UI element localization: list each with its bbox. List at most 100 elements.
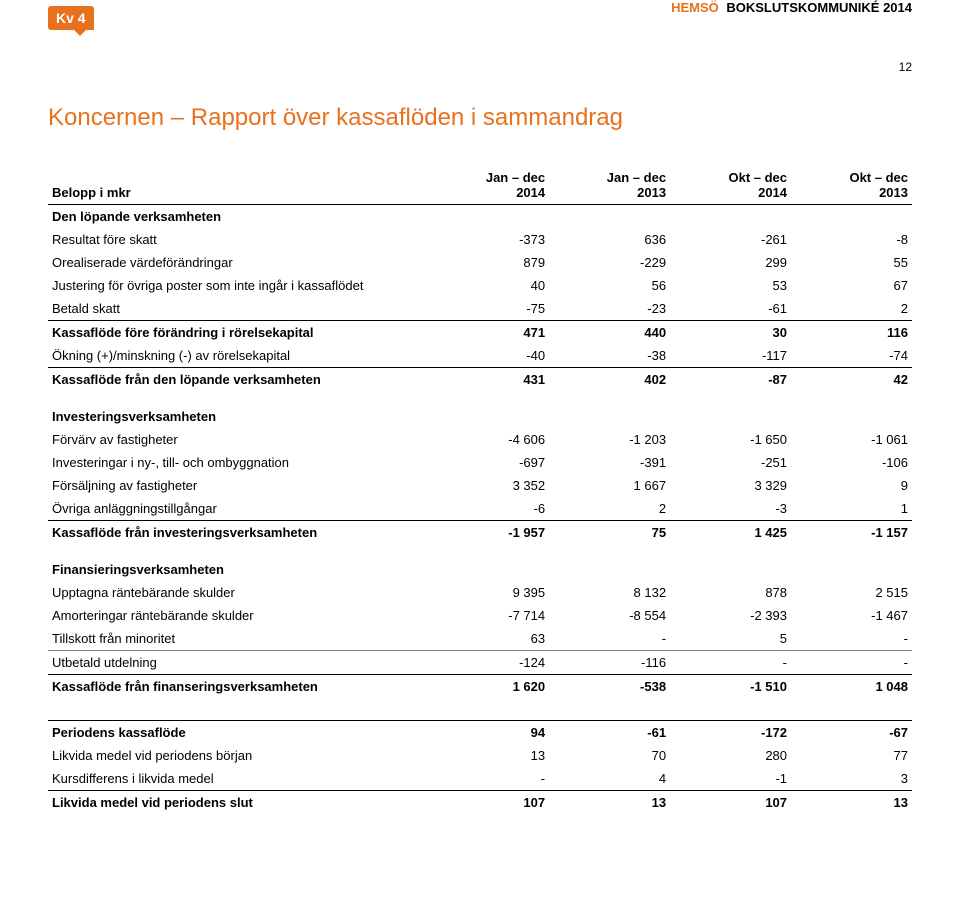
row-label: Förvärv av fastigheter	[48, 428, 428, 451]
cashflow-table: Belopp i mkr Jan – dec2014 Jan – dec2013…	[48, 166, 912, 814]
table-row: Amorteringar räntebärande skulder-7 714 -…	[48, 604, 912, 627]
cell-value: 878	[670, 581, 791, 604]
col-2: Jan – dec2013	[549, 166, 670, 205]
cell-value: -697	[428, 451, 549, 474]
row-label: Kassaflöde från den löpande verksamheten	[48, 368, 428, 392]
row-label: Betald skatt	[48, 297, 428, 321]
table-row: Likvida medel vid periodens slut10713107…	[48, 791, 912, 815]
page-number: 12	[48, 60, 912, 74]
table-row: Likvida medel vid periodens början137028…	[48, 744, 912, 767]
cell-value: -3	[670, 497, 791, 521]
cell-value: 2	[791, 297, 912, 321]
row-label: Amorteringar räntebärande skulder	[48, 604, 428, 627]
row-label: Justering för övriga poster som inte ing…	[48, 274, 428, 297]
cell-value: 5	[670, 627, 791, 651]
cell-value: 1 048	[791, 675, 912, 699]
cell-value: 2 515	[791, 581, 912, 604]
cell-value: 440	[549, 321, 670, 345]
cell-value: -116	[549, 651, 670, 675]
cell-value: -67	[791, 721, 912, 745]
row-label: Kassaflöde från investeringsverksamheten	[48, 521, 428, 545]
cell-value: -373	[428, 228, 549, 251]
cell-value: 299	[670, 251, 791, 274]
cell-value: 67	[791, 274, 912, 297]
cell-value: -7 714	[428, 604, 549, 627]
cell-value: -538	[549, 675, 670, 699]
cell-value: 9	[791, 474, 912, 497]
cell-value: 53	[670, 274, 791, 297]
col-3: Okt – dec2014	[670, 166, 791, 205]
cell-value: 56	[549, 274, 670, 297]
cell-value: -1 957	[428, 521, 549, 545]
cell-value: -40	[428, 344, 549, 368]
cell-value: -75	[428, 297, 549, 321]
table-row: Resultat före skatt-373636-261-8	[48, 228, 912, 251]
page-title: Koncernen – Rapport över kassaflöden i s…	[48, 104, 912, 132]
cell-value: -1 467	[791, 604, 912, 627]
cell-value: -1 510	[670, 675, 791, 699]
cell-value: 1	[791, 497, 912, 521]
cell-value: 1 620	[428, 675, 549, 699]
cell-value: 9 395	[428, 581, 549, 604]
cell-value: -106	[791, 451, 912, 474]
table-row: Övriga anläggningstillgångar-62-31	[48, 497, 912, 521]
report-name: BOKSLUTSKOMMUNIKÉ 2014	[726, 0, 912, 15]
cell-value: 94	[428, 721, 549, 745]
table-row: Kassaflöde från finanseringsverksamheten…	[48, 675, 912, 699]
cell-value: -124	[428, 651, 549, 675]
row-label: Resultat före skatt	[48, 228, 428, 251]
cell-value: 77	[791, 744, 912, 767]
row-label: Ökning (+)/minskning (-) av rörelsekapit…	[48, 344, 428, 368]
cell-value: 13	[428, 744, 549, 767]
col-label: Belopp i mkr	[48, 166, 428, 205]
section-heading-label: Finansieringsverksamheten	[48, 544, 428, 581]
table-row: Utbetald utdelning-124-116--	[48, 651, 912, 675]
col-1: Jan – dec2014	[428, 166, 549, 205]
table-row: Upptagna räntebärande skulder9 3958 1328…	[48, 581, 912, 604]
company-name: HEMSÖ	[671, 0, 719, 15]
row-label: Kassaflöde från finanseringsverksamheten	[48, 675, 428, 699]
cell-value: 116	[791, 321, 912, 345]
cell-value: -61	[549, 721, 670, 745]
cell-value: 13	[791, 791, 912, 815]
col-4: Okt – dec2013	[791, 166, 912, 205]
cell-value: 3	[791, 767, 912, 791]
row-label: Utbetald utdelning	[48, 651, 428, 675]
row-label: Likvida medel vid periodens början	[48, 744, 428, 767]
cell-value: 4	[549, 767, 670, 791]
cell-value: 40	[428, 274, 549, 297]
section-heading-label: Investeringsverksamheten	[48, 391, 428, 428]
cell-value: 280	[670, 744, 791, 767]
cell-value: -172	[670, 721, 791, 745]
cell-value: -4 606	[428, 428, 549, 451]
cell-value: -1	[670, 767, 791, 791]
row-label: Orealiserade värdeförändringar	[48, 251, 428, 274]
table-row: Kassaflöde från den löpande verksamheten…	[48, 368, 912, 392]
cell-value: -261	[670, 228, 791, 251]
cell-value: 30	[670, 321, 791, 345]
table-row: Betald skatt-75-23-612	[48, 297, 912, 321]
cell-value: 8 132	[549, 581, 670, 604]
cell-value: -1 157	[791, 521, 912, 545]
section-heading: Investeringsverksamheten	[48, 391, 912, 428]
row-label: Upptagna räntebärande skulder	[48, 581, 428, 604]
cell-value: -229	[549, 251, 670, 274]
table-row: Investeringar i ny-, till- och ombyggnat…	[48, 451, 912, 474]
cell-value: -	[428, 767, 549, 791]
cell-value: -38	[549, 344, 670, 368]
cell-value: -8	[791, 228, 912, 251]
cell-value: -61	[670, 297, 791, 321]
cell-value: 431	[428, 368, 549, 392]
cell-value: -	[791, 627, 912, 651]
table-row: Periodens kassaflöde94-61-172-67	[48, 721, 912, 745]
cell-value: 75	[549, 521, 670, 545]
row-label: Tillskott från minoritet	[48, 627, 428, 651]
table-row: Ökning (+)/minskning (-) av rörelsekapit…	[48, 344, 912, 368]
row-label: Likvida medel vid periodens slut	[48, 791, 428, 815]
cell-value: 1 425	[670, 521, 791, 545]
table-row: Kursdifferens i likvida medel-4-13	[48, 767, 912, 791]
quarter-badge: Kv 4	[48, 6, 94, 30]
row-label: Kursdifferens i likvida medel	[48, 767, 428, 791]
cell-value: -117	[670, 344, 791, 368]
table-row: Försäljning av fastigheter3 3521 6673 32…	[48, 474, 912, 497]
